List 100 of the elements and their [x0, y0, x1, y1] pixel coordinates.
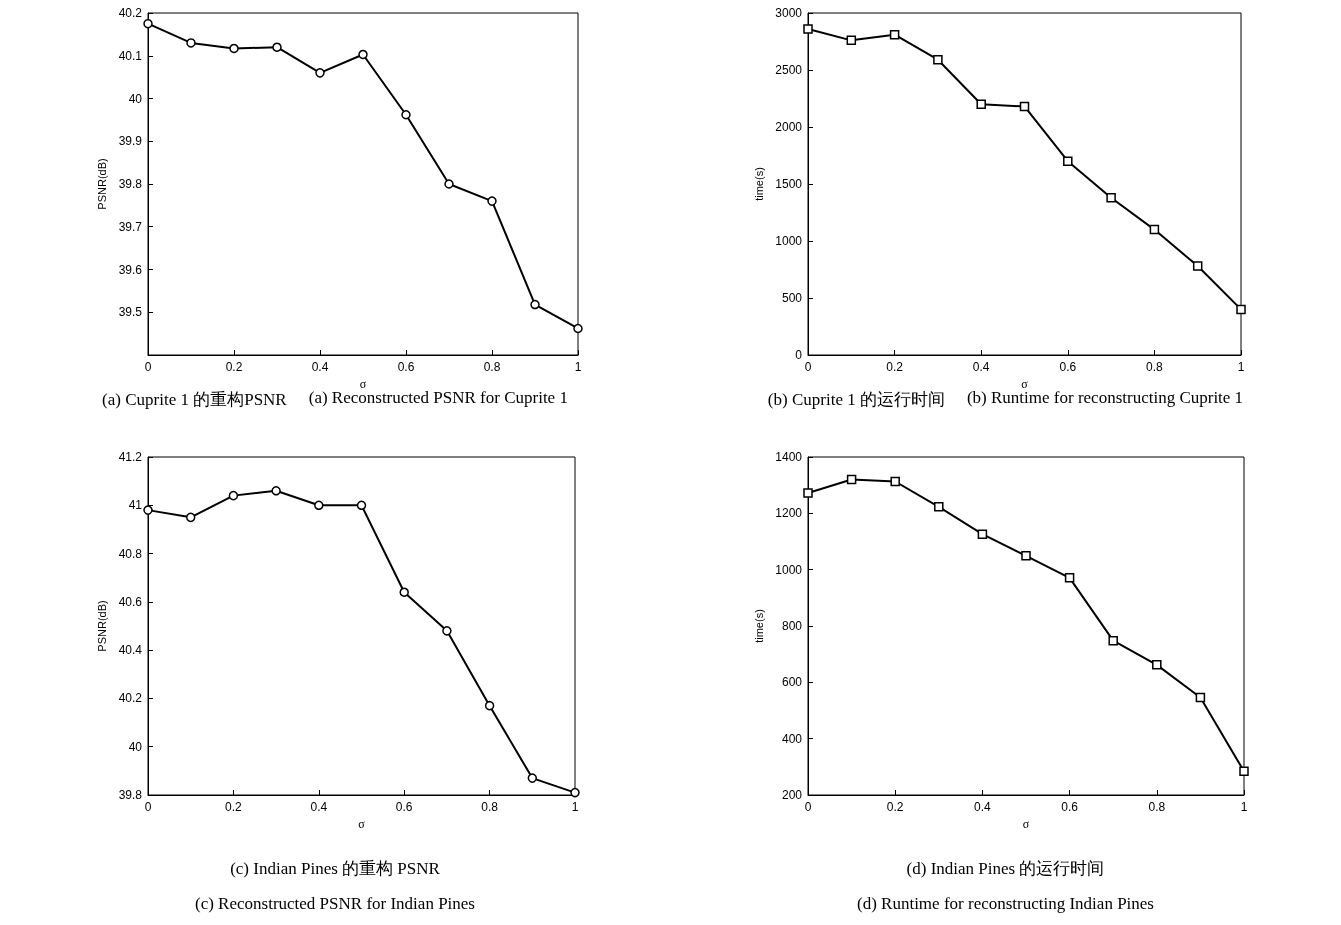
x-tick-label: 0.2 [886, 800, 904, 814]
x-tick-label: 0.8 [1146, 360, 1164, 374]
y-tick-label: 40.4 [118, 643, 143, 658]
point [803, 488, 813, 498]
point [399, 587, 409, 597]
x-tick-label: 1 [1240, 800, 1248, 814]
point [315, 68, 325, 78]
x-tick-label: 0.4 [311, 360, 329, 374]
text: (c) Indian Pines 的重构 PSNR [230, 858, 440, 880]
y-tick-label: 40.8 [118, 546, 143, 561]
point [1019, 101, 1030, 112]
point [314, 500, 324, 511]
x-tick-label: 0.2 [225, 360, 243, 374]
text: (d) Runtime for reconstructing Indian Pines [857, 894, 1154, 914]
point [976, 99, 986, 109]
point [573, 323, 583, 334]
x-tick-label: 0.6 [395, 800, 413, 814]
y-tick-label: 40.1 [118, 48, 143, 63]
y-tick-label: 40.2 [118, 6, 143, 20]
text: (d) Indian Pines 的运行时间 [906, 858, 1105, 880]
point [143, 18, 153, 29]
point [442, 626, 452, 636]
point [1239, 766, 1249, 777]
point [803, 24, 813, 34]
x-tick-label: 0.2 [886, 360, 904, 374]
y-tick-label: 400 [781, 731, 803, 746]
y-tick-label: 39.9 [118, 134, 143, 149]
x-tick-label: 0 [144, 360, 152, 374]
x-tick-label: 0.6 [1061, 800, 1079, 814]
x-axis-title: σ [1022, 816, 1030, 831]
x-tick-label: 0.8 [483, 360, 501, 374]
text: (c) Reconstructed PSNR for Indian Pines [195, 894, 475, 914]
y-tick-label: 1000 [775, 234, 803, 248]
point [358, 49, 368, 60]
y-tick-label: 200 [781, 788, 803, 802]
y-tick-label: 40.6 [118, 594, 143, 609]
x-tick-label: 0.8 [481, 800, 499, 814]
y-tick-label: 2500 [775, 63, 803, 77]
point [356, 500, 367, 511]
x-tick-label: 0 [804, 360, 812, 374]
point [890, 476, 900, 487]
point [484, 700, 495, 711]
point [846, 35, 857, 46]
x-tick-label: 0.8 [1148, 800, 1166, 814]
y-tick-label: 500 [781, 291, 803, 305]
y-axis-title: time(s) [752, 167, 765, 201]
point [228, 490, 239, 501]
y-tick-label: 40 [128, 739, 143, 754]
point [570, 787, 580, 798]
y-tick-label: 39.5 [118, 305, 143, 320]
y-tick-label: 0 [795, 348, 803, 362]
x-tick-label: 0.4 [972, 360, 990, 374]
point [527, 773, 538, 783]
point [1064, 573, 1075, 583]
x-tick-label: 0.2 [225, 800, 243, 814]
point [185, 512, 196, 523]
x-tick-label: 0 [144, 800, 152, 814]
y-tick-label: 1200 [775, 506, 803, 521]
text: (b) Runtime for reconstructing Cuprite 1 [966, 388, 1244, 409]
point [271, 486, 281, 496]
point [401, 110, 411, 120]
point [933, 54, 943, 65]
y-tick-label: 39.7 [118, 219, 143, 234]
y-tick-label: 3000 [775, 6, 803, 20]
y-tick-label: 41.2 [118, 450, 143, 464]
x-tick-label: 0.6 [1059, 360, 1077, 374]
y-tick-label: 1400 [775, 450, 803, 464]
point [487, 196, 497, 206]
x-tick-label: 0.4 [310, 800, 328, 814]
point [1106, 192, 1116, 203]
y-tick-label: 1500 [775, 177, 803, 191]
point [1236, 304, 1246, 315]
point [1152, 660, 1162, 670]
y-axis-title: PSNR(dB) [96, 600, 109, 652]
text: (b) Cuprite 1 的运行时间 [767, 389, 945, 411]
point [143, 505, 153, 515]
point [530, 299, 540, 310]
point [444, 179, 454, 189]
x-tick-label: 1 [1237, 360, 1245, 374]
y-tick-label: 2000 [775, 120, 803, 134]
y-tick-label: 41 [128, 498, 143, 513]
point [1192, 261, 1203, 271]
point [1063, 156, 1073, 166]
y-tick-label: 40.2 [118, 691, 143, 706]
x-tick-label: 0.6 [397, 360, 415, 374]
point [934, 502, 944, 512]
y-axis-title: time(s) [752, 609, 765, 643]
point [186, 38, 196, 48]
point [1108, 635, 1118, 646]
x-axis-title: σ [359, 376, 367, 391]
point [1149, 224, 1160, 235]
x-tick-label: 0.4 [974, 800, 992, 814]
x-tick-label: 1 [574, 360, 582, 374]
point [229, 43, 239, 54]
point [272, 42, 282, 52]
point [1021, 551, 1031, 561]
y-tick-label: 40 [128, 91, 143, 106]
point [846, 474, 857, 485]
y-tick-label: 39.6 [118, 262, 143, 277]
y-tick-label: 800 [781, 619, 803, 633]
